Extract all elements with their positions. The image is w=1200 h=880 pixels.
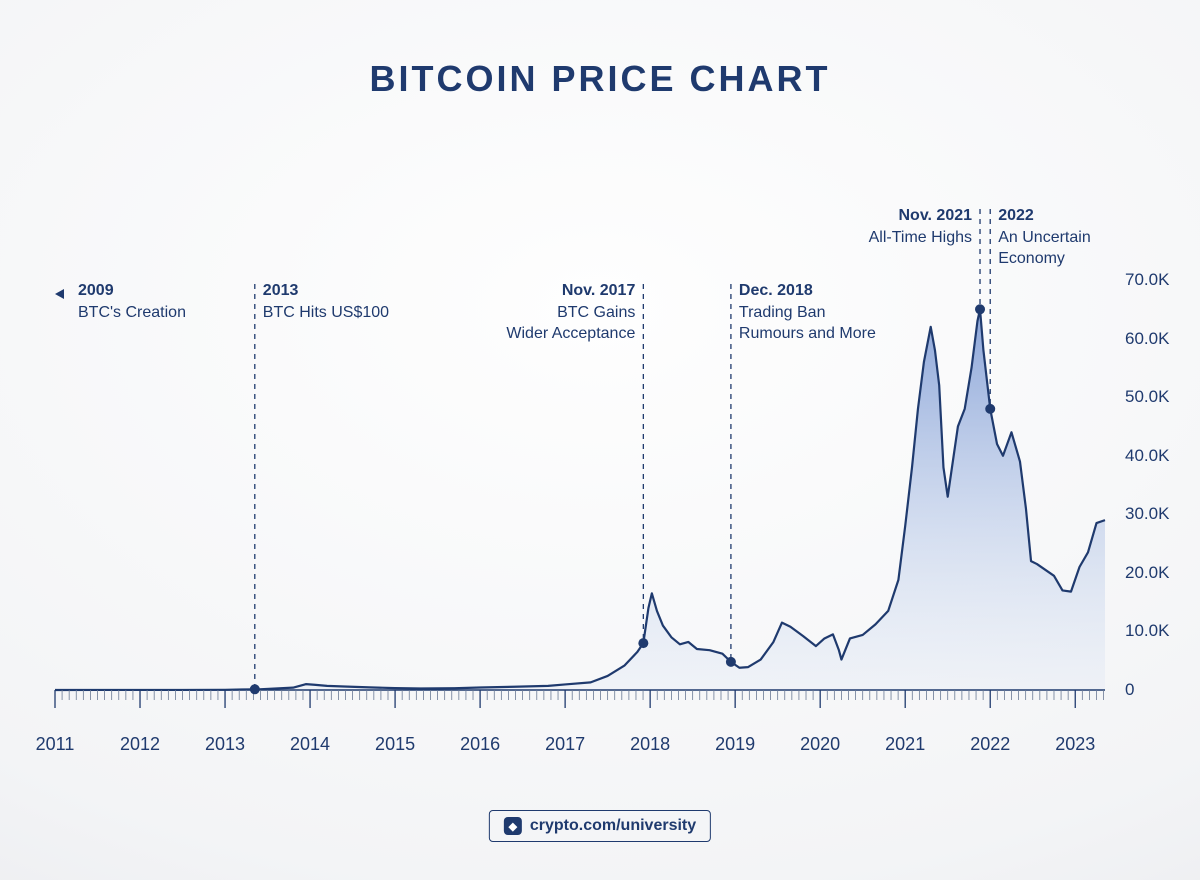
annotation-a2021: Nov. 2021All-Time Highs (869, 205, 972, 248)
x-tick-label: 2016 (460, 734, 500, 755)
x-tick-label: 2013 (205, 734, 245, 755)
x-tick-label: 2011 (36, 734, 75, 755)
price-chart (0, 0, 1200, 880)
x-tick-label: 2019 (715, 734, 755, 755)
x-tick-label: 2015 (375, 734, 415, 755)
annotation-a2013: 2013BTC Hits US$100 (263, 280, 389, 323)
x-tick-label: 2020 (800, 734, 840, 755)
footer-text: crypto.com/university (530, 817, 696, 835)
annotation-a2017: Nov. 2017BTC GainsWider Acceptance (506, 280, 635, 345)
x-tick-label: 2021 (885, 734, 925, 755)
y-tick-label: 50.0K (1125, 387, 1169, 407)
x-tick-label: 2023 (1055, 734, 1095, 755)
x-tick-label: 2012 (120, 734, 160, 755)
x-tick-label: 2018 (630, 734, 670, 755)
y-tick-label: 0 (1125, 680, 1134, 700)
x-tick-label: 2014 (290, 734, 330, 755)
y-tick-label: 70.0K (1125, 270, 1169, 290)
y-tick-label: 40.0K (1125, 446, 1169, 466)
annotation-a2018: Dec. 2018Trading BanRumours and More (739, 280, 876, 345)
footer-logo-icon: ◆ (504, 817, 522, 835)
x-tick-label: 2022 (970, 734, 1010, 755)
footer-badge: ◆ crypto.com/university (489, 810, 711, 842)
annotation-a2009: 2009BTC's Creation (78, 280, 186, 323)
annotation-a2022: 2022An UncertainEconomy (998, 205, 1091, 270)
y-tick-label: 30.0K (1125, 504, 1169, 524)
y-tick-label: 20.0K (1125, 563, 1169, 583)
y-tick-label: 60.0K (1125, 329, 1169, 349)
x-tick-label: 2017 (545, 734, 585, 755)
y-tick-label: 10.0K (1125, 621, 1169, 641)
